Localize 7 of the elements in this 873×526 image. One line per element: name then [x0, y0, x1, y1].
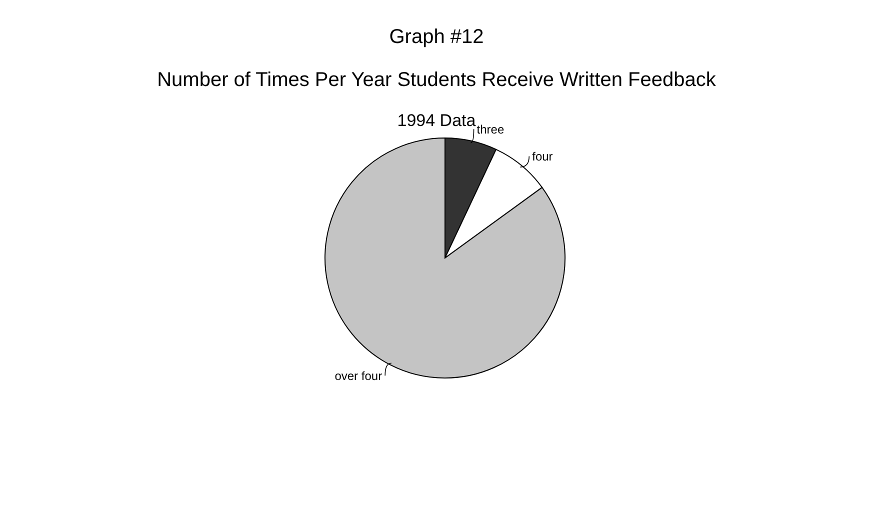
pie-slice [324, 138, 566, 378]
chart-title: Graph #12 [389, 26, 484, 48]
slice-label: four [532, 149, 553, 164]
slice-label: over four [334, 368, 382, 383]
chart-subtitle: Number of Times Per Year Students Receive Written Feedback [157, 69, 717, 91]
slice-label: three [476, 122, 504, 136]
text: 1994 Data [397, 111, 476, 130]
